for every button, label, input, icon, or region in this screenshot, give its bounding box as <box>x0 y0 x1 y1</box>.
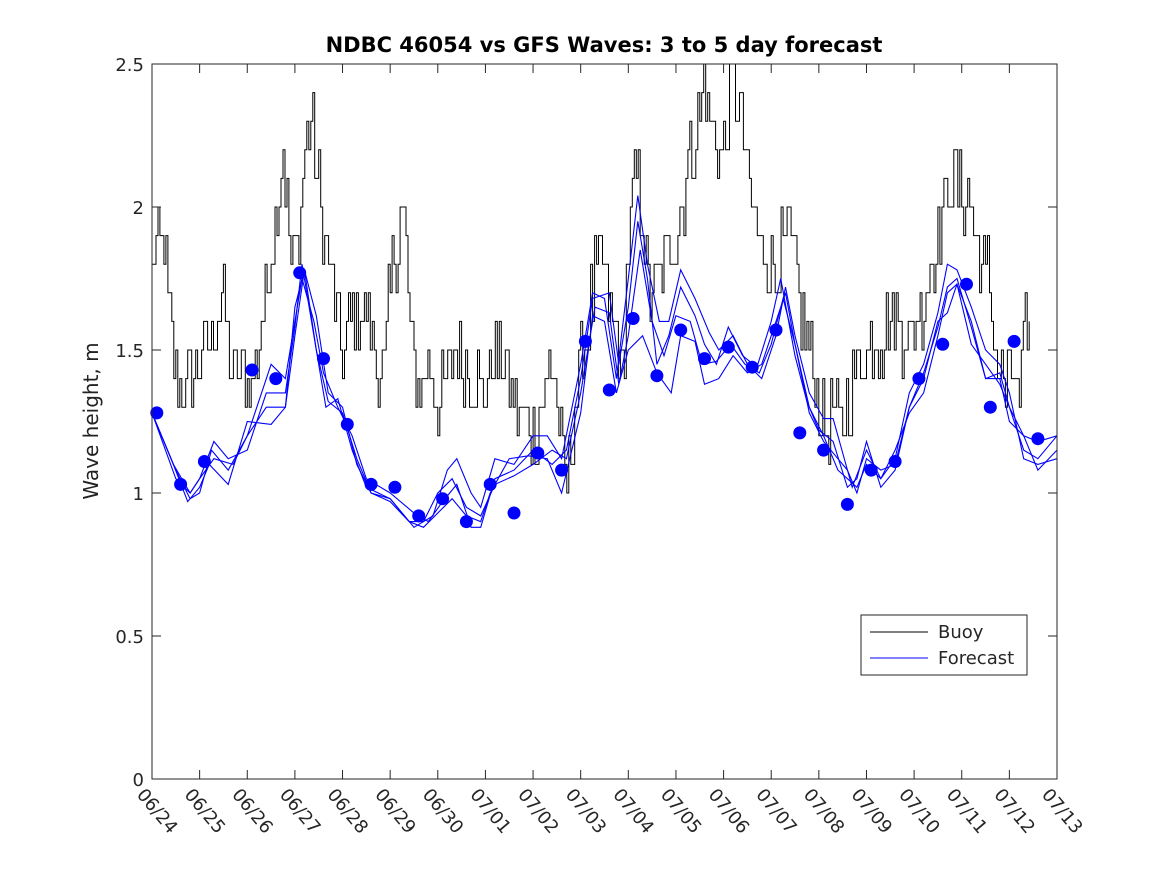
legend-label-1: Buoy <box>938 622 984 643</box>
forecast-marker-26 <box>769 323 783 337</box>
y-tick-label: 0.5 <box>115 627 144 648</box>
forecast-marker-15 <box>507 506 521 520</box>
forecast-marker-31 <box>888 455 902 468</box>
forecast-marker-11 <box>412 509 426 523</box>
forecast-marker-34 <box>960 277 973 291</box>
forecast-marker-20 <box>626 312 640 325</box>
forecast-marker-13 <box>459 515 473 529</box>
forecast-series-line-3 <box>152 195 1057 529</box>
buoy-series-line <box>152 64 1030 494</box>
forecast-marker-2 <box>174 477 188 491</box>
y-tick-label: 1 <box>133 484 144 505</box>
forecast-marker-9 <box>364 477 378 491</box>
forecast-marker-24 <box>721 340 735 354</box>
forecast-marker-37 <box>1031 432 1045 446</box>
forecast-marker-25 <box>745 360 759 374</box>
forecast-marker-4 <box>245 363 259 377</box>
forecast-marker-12 <box>436 492 450 506</box>
forecast-markers <box>150 266 1045 529</box>
forecast-series-group <box>152 195 1057 529</box>
forecast-marker-27 <box>793 426 807 440</box>
forecast-marker-35 <box>983 400 997 414</box>
forecast-marker-33 <box>936 337 950 351</box>
chart-title: NDBC 46054 vs GFS Waves: 3 to 5 day fore… <box>326 33 883 57</box>
forecast-marker-10 <box>388 480 402 494</box>
forecast-marker-17 <box>555 463 569 477</box>
legend-box <box>860 614 1028 676</box>
forecast-marker-19 <box>602 383 616 397</box>
forecast-marker-18 <box>578 334 592 348</box>
y-axis-label: Wave height, m <box>79 342 103 499</box>
forecast-marker-3 <box>197 455 211 468</box>
forecast-marker-14 <box>483 477 497 491</box>
legend-label-2: Forecast <box>938 648 1014 669</box>
y-tick-label: 0 <box>133 770 144 791</box>
forecast-series-line-4 <box>152 249 1057 523</box>
y-tick-label: 2.5 <box>115 55 144 76</box>
forecast-marker-16 <box>531 446 545 460</box>
forecast-marker-29 <box>840 497 854 511</box>
forecast-marker-8 <box>340 417 354 431</box>
forecast-marker-36 <box>1007 334 1021 348</box>
forecast-marker-21 <box>650 369 664 383</box>
forecast-marker-5 <box>269 372 283 386</box>
y-tick-label: 1.5 <box>115 341 144 362</box>
forecast-marker-6 <box>293 266 307 280</box>
forecast-marker-30 <box>864 463 878 477</box>
forecast-marker-23 <box>698 352 711 366</box>
buoy-series-group <box>152 64 1030 494</box>
forecast-marker-22 <box>674 323 688 337</box>
legend: Buoy Forecast <box>860 614 1028 676</box>
forecast-marker-28 <box>817 443 831 457</box>
y-tick-label: 2 <box>133 198 144 219</box>
plot-frame <box>151 63 1058 780</box>
forecast-marker-1 <box>150 406 164 420</box>
forecast-marker-7 <box>317 352 330 366</box>
forecast-marker-32 <box>912 372 926 386</box>
